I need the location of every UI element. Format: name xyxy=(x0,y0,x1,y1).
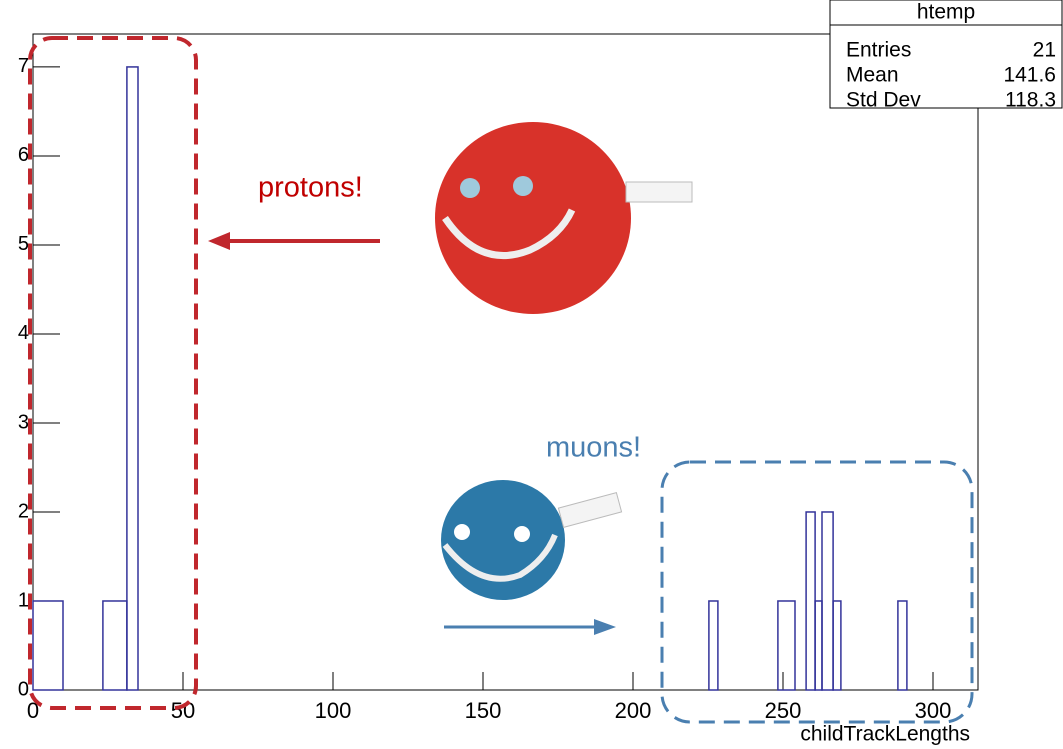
stats-value: 118.3 xyxy=(1005,89,1056,112)
plush-eye xyxy=(513,176,533,196)
x-tick-label: 200 xyxy=(615,698,652,723)
bar xyxy=(103,601,127,690)
y-tick-label: 2 xyxy=(18,500,29,522)
bar xyxy=(778,601,795,690)
y-tick-label: 3 xyxy=(18,411,29,433)
bar xyxy=(822,512,833,690)
plush-eye xyxy=(454,524,470,540)
x-tick-label: 50 xyxy=(171,698,195,723)
plush-eye xyxy=(460,178,480,198)
stats-title: htemp xyxy=(917,1,975,24)
bar xyxy=(833,601,841,690)
proton-plush xyxy=(435,122,692,314)
x-tick-label: 100 xyxy=(315,698,352,723)
x-axis-label: childTrackLengths xyxy=(800,723,970,746)
stats-label: Entries xyxy=(846,39,911,62)
plush-tag xyxy=(626,182,692,202)
bar xyxy=(127,67,138,690)
x-tick-label: 300 xyxy=(915,698,952,723)
bar xyxy=(33,601,63,690)
plush-body xyxy=(441,480,565,600)
plush-eye xyxy=(514,526,530,542)
bar xyxy=(898,601,907,690)
annotation: protons! xyxy=(258,172,363,204)
plush-body xyxy=(435,122,631,314)
annotation: muons! xyxy=(546,432,641,464)
proton-arrowhead xyxy=(208,232,230,250)
bar xyxy=(815,601,822,690)
y-tick-label: 1 xyxy=(18,589,29,611)
plush-tag xyxy=(558,493,621,528)
y-tick-label: 4 xyxy=(18,322,29,344)
muon-arrowhead xyxy=(594,619,616,635)
y-tick-label: 5 xyxy=(18,233,29,255)
stats-label: Std Dev xyxy=(846,89,921,112)
stats-box: htemp Entries 21 Mean 141.6 Std Dev 118.… xyxy=(830,0,1062,112)
y-tick-label: 6 xyxy=(18,144,29,166)
stats-value: 21 xyxy=(1033,39,1056,62)
chart: 05010015020025030001234567 htemp Entries… xyxy=(0,0,1063,749)
y-tick-label: 0 xyxy=(18,678,29,700)
x-tick-label: 150 xyxy=(465,698,502,723)
x-tick-label: 250 xyxy=(765,698,802,723)
stats-value: 141.6 xyxy=(1003,64,1056,87)
stats-label: Mean xyxy=(846,64,899,87)
y-tick-label: 7 xyxy=(18,55,29,77)
proton-box xyxy=(30,38,196,708)
muon-plush xyxy=(441,480,622,600)
bar xyxy=(806,512,815,690)
bar xyxy=(709,601,718,690)
